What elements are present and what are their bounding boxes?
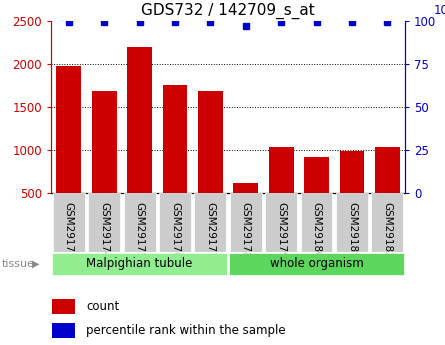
FancyBboxPatch shape [230,193,262,252]
Bar [162,86,187,193]
Bar [375,148,400,193]
Bar [340,151,364,193]
FancyBboxPatch shape [52,253,227,275]
FancyBboxPatch shape [300,193,332,252]
Text: GSM29174: GSM29174 [99,202,109,259]
Text: GSM29178: GSM29178 [241,202,251,259]
Text: GSM29177: GSM29177 [206,202,215,259]
Bar [304,157,329,193]
FancyBboxPatch shape [336,193,368,252]
Text: GSM29175: GSM29175 [135,202,145,259]
FancyBboxPatch shape [194,193,227,252]
Text: GSM29182: GSM29182 [382,202,392,259]
Text: GSM29176: GSM29176 [170,202,180,259]
FancyBboxPatch shape [159,193,191,252]
Text: 100%: 100% [433,4,445,17]
Title: GDS732 / 142709_s_at: GDS732 / 142709_s_at [141,3,315,19]
Bar [92,91,117,193]
Text: percentile rank within the sample: percentile rank within the sample [86,324,286,337]
Text: GSM29181: GSM29181 [347,202,357,259]
Text: Malpighian tubule: Malpighian tubule [86,257,193,270]
Bar [269,147,294,193]
FancyBboxPatch shape [53,193,85,252]
Text: tissue: tissue [2,259,35,269]
Text: GSM29179: GSM29179 [276,202,286,259]
Text: ▶: ▶ [32,259,40,269]
FancyBboxPatch shape [124,193,156,252]
FancyBboxPatch shape [88,193,120,252]
Text: count: count [86,300,119,313]
Bar [52,323,75,338]
Text: GSM29180: GSM29180 [312,202,321,259]
Bar [52,299,75,314]
Text: GSM29173: GSM29173 [64,202,74,259]
FancyBboxPatch shape [229,253,404,275]
FancyBboxPatch shape [265,193,297,252]
Text: whole organism: whole organism [270,257,364,270]
Bar [127,47,152,193]
Bar [233,183,258,193]
Bar [198,90,223,193]
Bar [57,66,81,193]
FancyBboxPatch shape [371,193,403,252]
